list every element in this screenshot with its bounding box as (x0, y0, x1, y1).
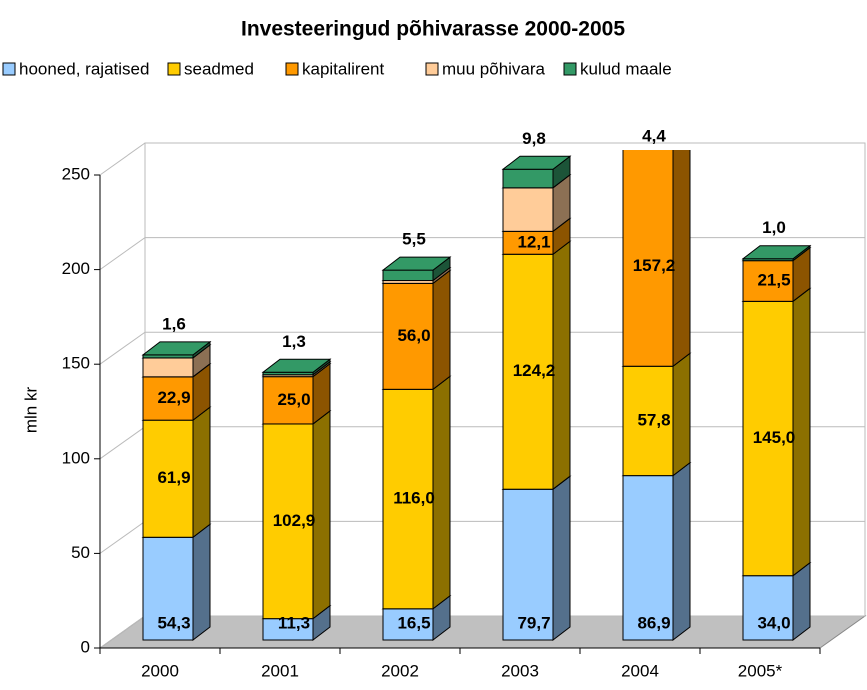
data-label: 54,3 (157, 613, 190, 632)
data-labels: 54,3 61,9 22,9 1,6 11,3 102,9 25,0 1,3 16,5 116,0… (157, 126, 795, 632)
data-label: 16,5 (397, 613, 430, 632)
bar-segment (502, 168, 554, 189)
bar-segment (622, 150, 674, 367)
legend-label: hooned, rajatised (19, 59, 149, 78)
legend-label: muu põhivara (442, 59, 546, 78)
data-label: 56,0 (397, 326, 430, 345)
data-label: 1,3 (282, 332, 306, 351)
y-tick-label: 250 (62, 164, 90, 183)
bar-side (673, 47, 690, 68)
legend-label: kulud maale (580, 59, 672, 78)
bar-segment (382, 282, 434, 390)
y-tick-label: 50 (71, 543, 90, 562)
legend-label: seadmed (184, 59, 254, 78)
data-label: 157,2 (633, 256, 676, 275)
bar-side (672, 150, 691, 368)
bar-segment (502, 253, 554, 490)
bar-segment (262, 376, 314, 425)
data-label: 145,0 (753, 428, 796, 447)
legend-swatch (563, 62, 577, 76)
y-tick-label: 0 (81, 637, 90, 656)
bar-side (672, 352, 691, 477)
y-tick-label: 150 (62, 354, 90, 373)
legend-swatch (285, 62, 299, 76)
bar-top (141, 341, 212, 356)
legend-swatch (167, 62, 181, 76)
legend-swatch (425, 62, 439, 76)
data-label: 9,8 (522, 129, 546, 148)
x-tick-label: 2001 (261, 661, 299, 680)
y-axis-label: mln kr (21, 387, 40, 434)
bar-segment (622, 365, 674, 477)
y-tick-label: 200 (62, 259, 90, 278)
bar-segment (382, 269, 434, 282)
bar-side (552, 240, 571, 491)
data-label: 1,6 (162, 314, 186, 333)
bar-side (792, 287, 811, 577)
bar-segment (502, 187, 554, 232)
bar-side (192, 523, 211, 642)
data-label: 4,4 (642, 126, 666, 145)
bar-side (432, 375, 451, 610)
bar-top (741, 245, 812, 260)
bars (141, 47, 812, 642)
bar-side (192, 406, 211, 539)
legend-swatch (2, 62, 16, 76)
bar-segment (382, 608, 434, 641)
bar-segment (502, 488, 554, 641)
data-label: 1,0 (762, 218, 786, 237)
bar-side (432, 269, 451, 391)
chart-title: Investeeringud põhivarasse 2000-2005 (241, 18, 625, 41)
bar-segment (262, 423, 314, 620)
grid-line (99, 142, 865, 176)
data-label: 57,8 (637, 410, 670, 429)
bar-segment (142, 536, 194, 641)
x-tick-label: 2005* (738, 661, 783, 680)
data-label: 61,9 (157, 468, 190, 487)
bar-segment (622, 475, 674, 641)
data-label: 124,2 (513, 361, 556, 380)
data-label: 116,0 (393, 489, 435, 508)
bar-top (381, 256, 452, 271)
bar-segment (742, 260, 794, 302)
data-label: 79,7 (517, 613, 550, 632)
bar-side (552, 475, 571, 642)
bar-top (261, 358, 332, 373)
x-tick-label: 2004 (621, 661, 659, 680)
data-label: 22,9 (157, 388, 190, 407)
data-label: 25,0 (277, 390, 310, 409)
data-label: 12,1 (517, 232, 550, 251)
bar-segment (142, 357, 194, 378)
data-label: 11,3 (278, 613, 310, 632)
bar-side (672, 461, 691, 642)
data-label: 5,5 (402, 230, 426, 249)
bar-top (501, 155, 572, 170)
x-tick-label: 2000 (141, 661, 179, 680)
data-label: 102,9 (273, 511, 316, 530)
data-label: 34,0 (757, 613, 790, 632)
x-tick-label: 2003 (501, 661, 539, 680)
bar-side (312, 409, 331, 620)
legend-label: kapitalirent (302, 59, 384, 78)
data-label: 21,5 (757, 270, 790, 289)
y-tick-label: 100 (62, 448, 90, 467)
bar-segment (142, 419, 194, 538)
data-label: 86,9 (637, 613, 670, 632)
x-tick-label: 2002 (381, 661, 419, 680)
